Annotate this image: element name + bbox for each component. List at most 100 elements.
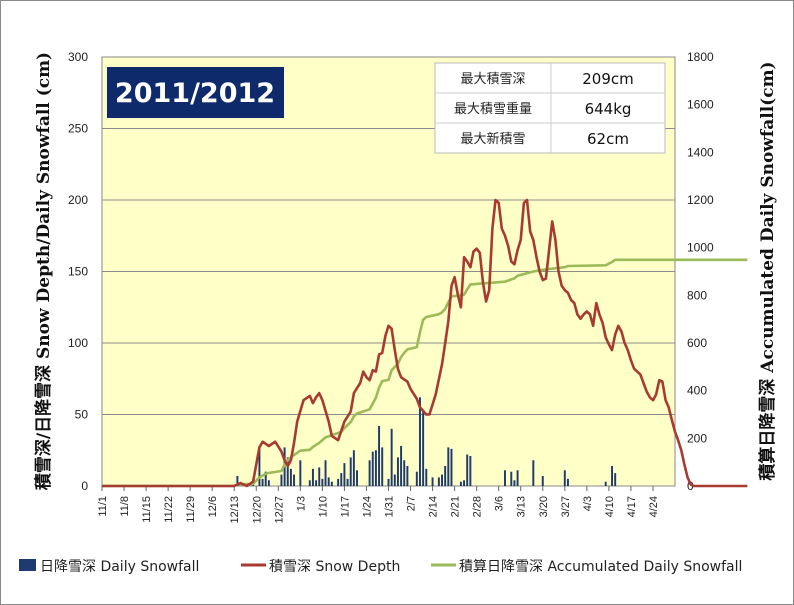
x-tick-label: 1/31 — [384, 496, 396, 517]
daily-snowfall-bar — [393, 474, 396, 486]
daily-snowfall-bar — [330, 481, 333, 486]
daily-snowfall-bar — [532, 460, 535, 486]
daily-snowfall-bar — [349, 457, 352, 486]
left-tick-label: 150 — [68, 265, 88, 279]
x-tick-label: 2/7 — [406, 496, 418, 511]
daily-snowfall-bar — [356, 470, 358, 486]
daily-snowfall-bar — [327, 477, 330, 486]
daily-snowfall-bar — [236, 475, 239, 486]
x-tick-label: 3/27 — [560, 496, 572, 517]
x-tick-label: 1/24 — [361, 496, 373, 517]
daily-snowfall-bar — [614, 473, 617, 486]
x-tick-label: 2/28 — [472, 496, 484, 517]
x-tick-label: 11/15 — [141, 496, 153, 523]
daily-snowfall-bar — [504, 470, 506, 486]
right-tick-label: 1200 — [687, 193, 714, 207]
daily-snowfall-bar — [315, 480, 318, 486]
daily-snowfall-bar — [390, 428, 393, 486]
left-y-axis: 0 50 100 150 200 250 300 — [68, 50, 88, 493]
daily-snowfall-bar — [286, 457, 289, 486]
legend-label-depth: 積雪深 Snow Depth — [269, 559, 400, 575]
x-tick-label: 3/20 — [538, 496, 550, 517]
left-axis-title: 積雪深/日降雪深 Snow Depth/Daily Snowfall (cm) — [33, 52, 54, 490]
daily-snowfall-bar — [343, 463, 346, 486]
right-y-axis: 0 200 400 600 800 1000 1200 1400 1600 1800 — [687, 50, 714, 493]
daily-snowfall-bar — [396, 457, 399, 486]
daily-snowfall-bar — [431, 477, 434, 486]
x-axis: 11/1 11/8 11/15 11/22 11/29 12/6 12/13 12/20 12/… — [97, 486, 660, 524]
right-tick-label: 200 — [687, 431, 707, 445]
daily-snowfall-bar — [437, 477, 440, 486]
x-tick-label: 2/21 — [450, 496, 462, 517]
daily-snowfall-bar — [466, 454, 469, 486]
x-tick-label: 4/3 — [582, 496, 594, 511]
right-tick-label: 1000 — [687, 241, 714, 255]
right-tick-label: 0 — [687, 479, 694, 493]
left-tick-label: 0 — [81, 479, 88, 493]
daily-snowfall-bar — [267, 480, 270, 486]
daily-snowfall-bar — [415, 471, 418, 486]
x-tick-label: 4/24 — [648, 496, 660, 517]
x-tick-label: 12/13 — [229, 496, 241, 524]
daily-snowfall-bar — [337, 478, 340, 486]
daily-snowfall-bar — [563, 470, 566, 486]
daily-snowfall-bar — [346, 478, 349, 486]
daily-snowfall-bar — [447, 447, 450, 486]
x-tick-label: 1/10 — [317, 496, 329, 517]
daily-snowfall-bar — [406, 465, 409, 486]
right-tick-label: 600 — [687, 336, 707, 350]
series-lines — [102, 198, 748, 488]
info-table: 最大積雪深 209cm 最大積雪重量 644kg 最大新積雪 62cm — [434, 62, 666, 154]
daily-snowfall-bar — [264, 471, 267, 486]
daily-snowfall-bar — [611, 465, 614, 486]
daily-snowfall-bar — [403, 460, 406, 486]
left-tick-label: 200 — [68, 193, 88, 207]
daily-snowfall-bar — [400, 445, 403, 486]
daily-snowfall-bar — [422, 411, 425, 486]
x-tick-label: 12/27 — [273, 496, 285, 524]
daily-snowfall-bar — [293, 474, 296, 486]
daily-snowfall-bar — [459, 481, 462, 486]
legend-swatch-daily — [19, 559, 36, 571]
legend: 日降雪深 Daily Snowfall 積雪深 Snow Depth 積算日降雪… — [19, 559, 742, 575]
x-tick-label: 4/10 — [604, 496, 616, 517]
right-tick-label: 400 — [687, 384, 707, 398]
x-tick-label: 1/3 — [295, 496, 307, 511]
daily-snowfall-bar — [289, 468, 292, 486]
daily-snowfall-bar — [371, 451, 374, 486]
right-tick-label: 1400 — [687, 145, 714, 159]
season-title: 2011/2012 — [115, 78, 275, 109]
daily-snowfall-bar — [450, 448, 453, 486]
info-value-max-weight: 644kg — [585, 100, 632, 118]
info-value-max-new-snow: 62cm — [587, 130, 629, 148]
daily-snowfall-bar — [463, 480, 466, 486]
daily-snowfall-bar — [261, 478, 264, 486]
legend-label-accum: 積算日降雪深 Accumulated Daily Snowfall — [459, 559, 742, 575]
season-badge — [107, 67, 284, 118]
x-tick-label: 1/17 — [339, 496, 351, 517]
daily-snowfall-bar — [425, 468, 428, 486]
daily-snowfall-bar — [441, 474, 443, 486]
daily-snowfall-bar — [280, 474, 283, 486]
daily-snowfall-bar — [387, 478, 390, 486]
daily-snowfall-bar — [381, 447, 384, 486]
left-tick-label: 300 — [68, 50, 88, 64]
x-tick-label: 11/29 — [185, 496, 197, 523]
info-label-max-new-snow: 最大新積雪 — [460, 131, 525, 147]
snow-depth-line — [102, 198, 748, 488]
daily-snowfall-bar — [541, 475, 544, 486]
daily-snowfall-bar — [516, 470, 519, 486]
x-tick-label: 11/22 — [163, 496, 175, 523]
daily-snowfall-bar — [604, 481, 607, 486]
right-tick-label: 800 — [687, 288, 707, 302]
x-tick-label: 4/17 — [626, 496, 638, 517]
right-tick-label: 1600 — [687, 98, 714, 112]
left-tick-label: 100 — [68, 336, 88, 350]
daily-snowfall-bar — [566, 478, 569, 486]
legend-label-daily: 日降雪深 Daily Snowfall — [40, 559, 199, 575]
daily-snowfall-bar — [513, 480, 516, 486]
info-label-max-weight: 最大積雪重量 — [454, 101, 532, 117]
daily-snowfall-bar — [510, 471, 513, 486]
